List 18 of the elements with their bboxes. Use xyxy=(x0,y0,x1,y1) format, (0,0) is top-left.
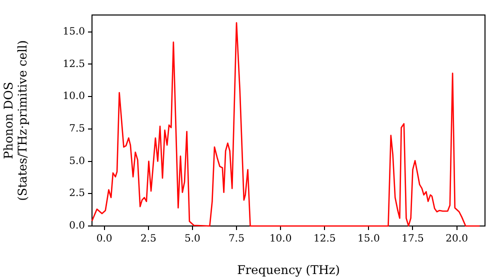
y-tick-label: 10.0 xyxy=(62,91,85,102)
x-tick-label: 15.0 xyxy=(358,234,380,245)
y-tick-label: 7.5 xyxy=(69,124,85,135)
y-tick-label: 2.5 xyxy=(69,188,85,200)
x-tick-label: 2.5 xyxy=(140,234,156,245)
x-tick-label: 0.0 xyxy=(96,234,112,245)
x-axis-title: Frequency (THz) xyxy=(237,262,340,277)
y-tick-label: 12.5 xyxy=(62,58,85,70)
x-tick-label: 17.5 xyxy=(402,234,424,245)
y-axis-title: Phonon DOS (States/THz·primitive cell) xyxy=(1,40,30,201)
y-tick-label: 5.0 xyxy=(69,156,85,167)
y-tick-label: 15.0 xyxy=(62,26,85,38)
x-tick-label: 10.0 xyxy=(269,234,292,245)
x-tick-label: 20.0 xyxy=(446,234,468,245)
x-tick-label: 12.5 xyxy=(313,234,336,245)
x-tick-label: 7.5 xyxy=(228,234,244,245)
y-tick-label: 0.0 xyxy=(69,220,85,232)
x-tick-label: 5.0 xyxy=(184,234,200,245)
